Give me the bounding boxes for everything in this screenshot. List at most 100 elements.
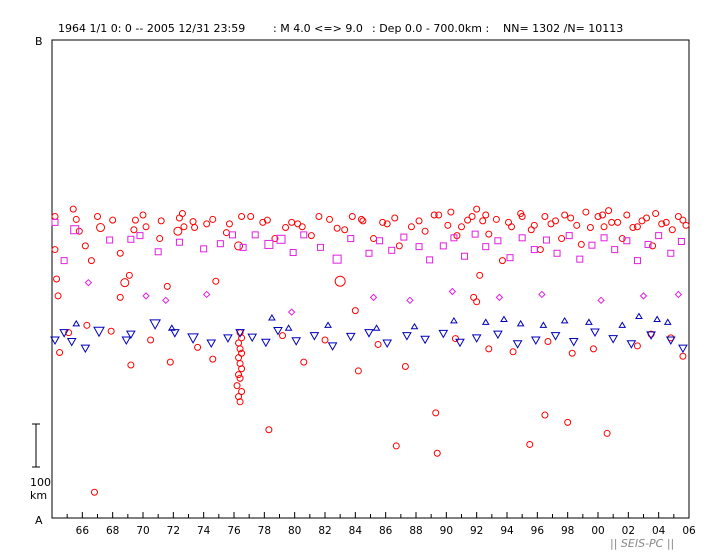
quake-marker xyxy=(451,335,459,343)
quake-marker xyxy=(50,336,60,346)
quake-marker xyxy=(189,218,197,226)
quake-marker xyxy=(321,336,329,344)
quake-marker xyxy=(223,334,233,343)
quake-marker xyxy=(175,238,183,246)
quake-marker xyxy=(354,367,362,375)
quake-marker xyxy=(369,293,378,302)
x-tick-label: 98 xyxy=(561,525,574,537)
quake-marker xyxy=(351,307,359,315)
x-tick-label: 06 xyxy=(682,525,696,537)
quake-marker xyxy=(334,275,346,287)
quake-marker xyxy=(492,215,500,223)
quake-marker xyxy=(420,335,430,345)
quake-marker xyxy=(202,290,211,299)
quake-marker xyxy=(139,211,147,219)
quake-marker xyxy=(516,319,525,327)
quake-marker xyxy=(395,242,403,250)
quake-marker xyxy=(163,282,171,290)
quake-marker xyxy=(206,339,217,348)
quake-marker xyxy=(471,230,479,238)
quake-marker xyxy=(455,338,465,348)
x-tick-label: 78 xyxy=(258,525,271,537)
quake-marker xyxy=(53,275,61,283)
x-tick-label: 02 xyxy=(622,525,635,537)
quake-marker xyxy=(470,293,478,301)
quake-marker xyxy=(173,226,183,236)
quake-marker xyxy=(438,329,449,339)
quake-marker xyxy=(264,239,274,249)
quake-marker xyxy=(561,211,569,219)
quake-marker xyxy=(458,223,465,231)
header-counts: NN= 1302 /N= 10113 xyxy=(503,22,623,35)
quake-marker xyxy=(263,216,271,224)
quake-marker xyxy=(536,246,544,254)
quake-marker xyxy=(550,332,561,341)
quake-marker xyxy=(678,344,688,354)
quake-marker xyxy=(125,271,133,279)
quake-marker xyxy=(518,234,526,242)
quake-marker xyxy=(653,315,662,322)
quake-marker xyxy=(284,324,293,331)
quake-marker xyxy=(594,212,602,220)
quake-marker xyxy=(582,208,590,216)
quake-marker xyxy=(365,249,373,257)
x-tick-label: 68 xyxy=(106,525,119,537)
quake-marker xyxy=(541,212,549,220)
quake-marker xyxy=(333,224,341,232)
quake-marker xyxy=(658,220,666,228)
quake-marker xyxy=(147,336,155,344)
quake-marker xyxy=(668,226,676,234)
quake-marker xyxy=(300,231,308,239)
quake-marker xyxy=(167,324,176,331)
quake-marker xyxy=(116,293,124,301)
quake-marker xyxy=(109,216,117,224)
quake-marker xyxy=(83,321,91,329)
quake-marker xyxy=(600,223,608,231)
quake-marker xyxy=(235,339,243,347)
quake-marker xyxy=(282,224,290,232)
quake-marker xyxy=(577,240,585,248)
quake-marker xyxy=(142,292,150,300)
quake-marker xyxy=(56,349,64,357)
quake-marker xyxy=(59,329,69,338)
quake-marker xyxy=(485,345,493,353)
quake-marker xyxy=(175,214,183,222)
quake-marker xyxy=(476,271,484,279)
quake-marker xyxy=(526,440,534,448)
quake-marker xyxy=(326,215,334,223)
x-tick-label: 84 xyxy=(349,525,363,537)
quake-marker xyxy=(69,205,77,213)
quake-marker xyxy=(348,212,356,220)
quake-marker xyxy=(576,255,584,263)
quake-marker xyxy=(279,332,287,340)
quake-marker xyxy=(106,236,114,244)
quake-marker xyxy=(96,223,106,233)
quake-marker xyxy=(433,449,441,457)
quake-marker xyxy=(382,339,393,348)
quake-marker xyxy=(127,361,135,369)
quake-marker xyxy=(649,242,657,250)
quake-marker xyxy=(70,225,80,235)
quake-marker xyxy=(212,277,220,285)
quake-marker xyxy=(482,211,490,219)
quake-marker xyxy=(663,318,672,325)
quake-marker xyxy=(430,211,438,219)
quake-marker xyxy=(300,358,308,366)
quake-marker xyxy=(316,243,324,251)
quake-marker xyxy=(406,296,414,305)
quake-marker xyxy=(599,211,607,219)
quake-marker xyxy=(608,218,616,226)
x-tick-label: 72 xyxy=(167,525,180,537)
quake-marker xyxy=(473,205,481,213)
quake-marker xyxy=(464,216,472,224)
quake-marker xyxy=(200,245,208,253)
quake-marker xyxy=(611,246,619,254)
quake-marker xyxy=(131,216,139,224)
quake-marker xyxy=(116,249,124,257)
quake-marker xyxy=(605,207,613,215)
quake-marker xyxy=(235,354,243,362)
quake-marker xyxy=(517,210,525,218)
quake-marker xyxy=(482,243,490,251)
quake-marker xyxy=(530,221,538,229)
credit-label: || SEIS-PC || xyxy=(610,537,674,550)
